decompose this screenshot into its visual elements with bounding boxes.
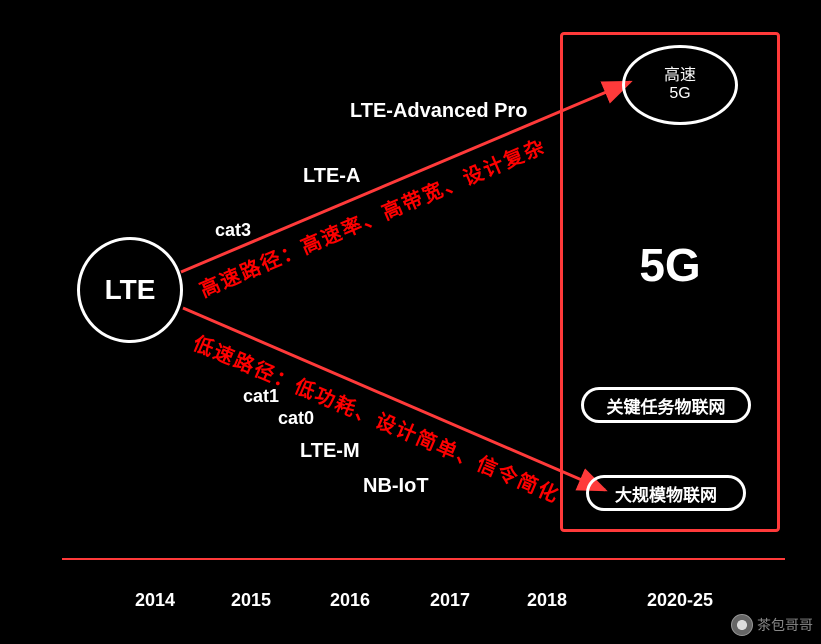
diagram-canvas: 5G LTE 高速 5G 关键任务物联网 大规模物联网 高速路径：高速率、高带宽…	[0, 0, 821, 644]
xaxis-line	[62, 558, 785, 560]
dest-high-speed-5g-label: 高速 5G	[664, 67, 696, 102]
xaxis-2016: 2016	[330, 590, 370, 611]
xaxis-2017: 2017	[430, 590, 470, 611]
tech-nb-iot: NB-IoT	[363, 475, 429, 498]
tech-lte-adv-pro: LTE-Advanced Pro	[350, 100, 527, 123]
weibo-icon	[731, 614, 753, 636]
destination-region-label: 5G	[639, 238, 700, 292]
xaxis-2020-25: 2020-25	[647, 590, 713, 611]
watermark: 茶包哥哥	[731, 614, 813, 636]
origin-node-label: LTE	[105, 275, 156, 306]
tech-cat1: cat1	[243, 386, 279, 407]
tech-cat3: cat3	[215, 220, 251, 241]
xaxis-2015: 2015	[231, 590, 271, 611]
dest-massive-iot-label: 大规模物联网	[615, 481, 717, 506]
dest-mission-critical-iot: 关键任务物联网	[581, 387, 751, 423]
dest-high-speed-5g: 高速 5G	[622, 45, 738, 125]
xaxis-2018: 2018	[527, 590, 567, 611]
tech-lte-a: LTE-A	[303, 165, 360, 188]
origin-node-lte: LTE	[77, 237, 183, 343]
dest-mission-critical-iot-label: 关键任务物联网	[607, 393, 726, 418]
tech-cat0: cat0	[278, 408, 314, 429]
tech-lte-m: LTE-M	[300, 440, 360, 463]
dest-massive-iot: 大规模物联网	[586, 475, 746, 511]
xaxis-2014: 2014	[135, 590, 175, 611]
watermark-text: 茶包哥哥	[757, 615, 813, 635]
